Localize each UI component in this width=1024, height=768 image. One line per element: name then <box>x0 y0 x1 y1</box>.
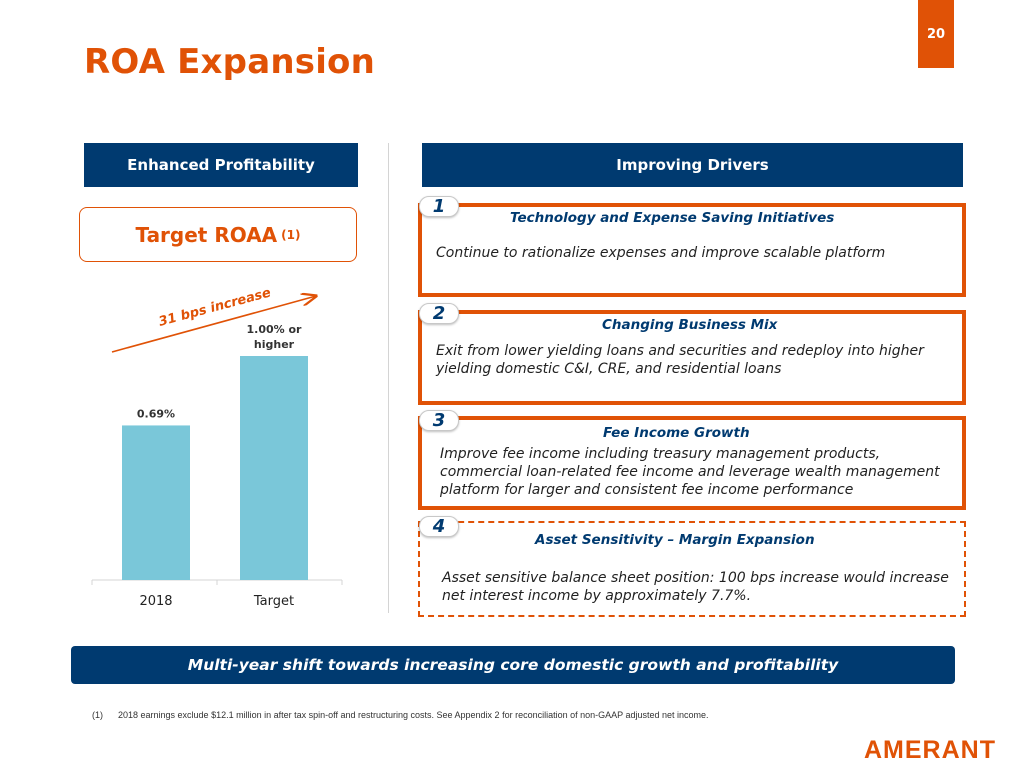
driver-box-2 <box>418 310 966 405</box>
summary-banner: Multi-year shift towards increasing core… <box>71 646 955 684</box>
driver-text-3: Improve fee income including treasury ma… <box>440 446 940 498</box>
driver-box-1 <box>418 203 966 297</box>
driver-box-4 <box>418 521 966 617</box>
driver-text-4: Asset sensitive balance sheet position: … <box>442 570 949 604</box>
trend-arrow <box>111 296 316 353</box>
driver-title-2: Changing Business Mix <box>602 317 778 333</box>
driver-number-badge-3: 3 <box>419 410 459 431</box>
improving-drivers-header: Improving Drivers <box>422 143 963 187</box>
footnote-mark: (1) <box>92 710 103 720</box>
page-title: ROA Expansion <box>84 42 376 82</box>
footnote-text: 2018 earnings exclude $12.1 million in a… <box>118 710 709 720</box>
page-number: 20 <box>918 0 954 68</box>
data-label-target: 1.00% or higher <box>247 323 303 351</box>
bar-2018 <box>122 425 190 580</box>
amerant-logo: AMERANT <box>864 736 996 764</box>
driver-title-1: Technology and Expense Saving Initiative… <box>510 210 835 226</box>
target-roaa-footnote-ref: (1) <box>281 227 301 242</box>
driver-title-3: Fee Income Growth <box>603 425 750 441</box>
driver-text-2: Exit from lower yielding loans and secur… <box>436 343 924 377</box>
driver-number-badge-1: 1 <box>419 196 459 217</box>
column-divider <box>388 143 389 613</box>
driver-number-badge-2: 2 <box>419 303 459 324</box>
target-roaa-label: Target ROAA <box>135 222 278 247</box>
bar-target <box>240 356 308 580</box>
category-label-2018: 2018 <box>139 594 172 609</box>
driver-title-4: Asset Sensitivity – Margin Expansion <box>535 532 815 548</box>
footnote: (1) 2018 earnings exclude $12.1 million i… <box>92 710 709 720</box>
driver-box-3 <box>418 416 966 510</box>
target-roaa-box: Target ROAA (1) <box>79 207 357 262</box>
driver-number-badge-4: 4 <box>419 516 459 537</box>
category-label-target: Target <box>253 594 294 609</box>
data-label-2018: 0.69% <box>137 407 175 420</box>
driver-text-1: Continue to rationalize expenses and imp… <box>436 245 886 261</box>
enhanced-profitability-header: Enhanced Profitability <box>84 143 358 187</box>
